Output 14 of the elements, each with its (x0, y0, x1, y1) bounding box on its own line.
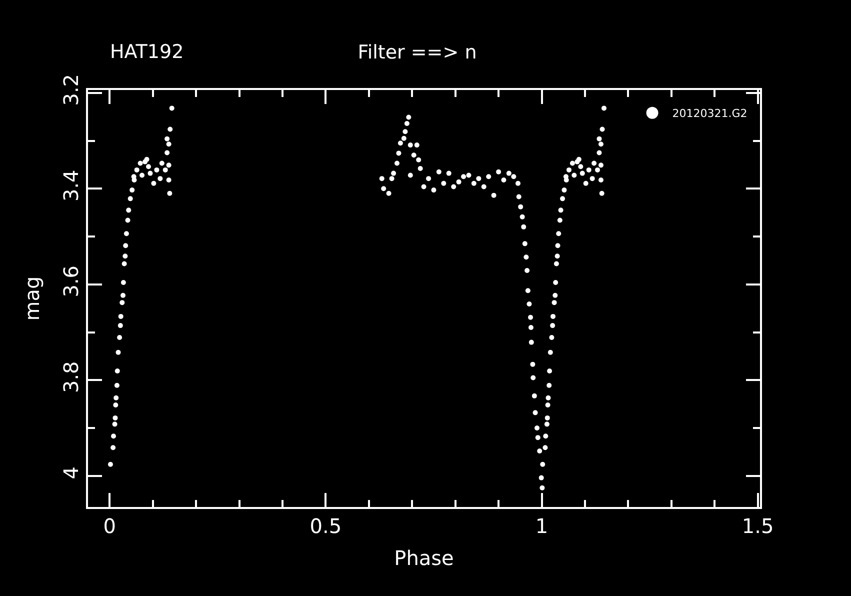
y-tick-label: 3.4 (59, 170, 83, 202)
x-axis-title: Phase (394, 546, 454, 570)
x-tick-label: 0 (103, 514, 116, 538)
x-tick-label: 0.5 (310, 514, 342, 538)
y-tick-label: 3.6 (59, 265, 83, 298)
y-axis-title: mag (20, 276, 44, 321)
y-tick-label: 3.8 (59, 361, 83, 394)
legend-label: 20120321.G2 (672, 107, 748, 120)
y-tick-label: 4 (59, 466, 83, 480)
x-tick-label: 1.5 (742, 514, 774, 538)
x-tick-label: 1 (535, 514, 548, 538)
y-tick-label: 3.2 (59, 74, 83, 106)
text: HAT192 (110, 41, 184, 63)
chart-title: Filter ==> n (358, 42, 477, 64)
